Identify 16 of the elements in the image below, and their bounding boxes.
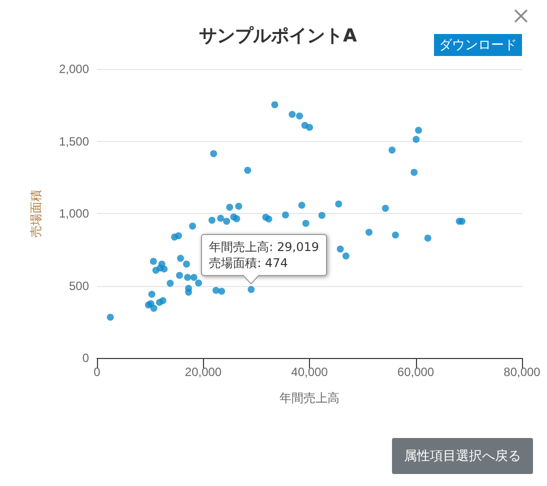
y-tick-label: 500 xyxy=(68,278,90,293)
x-tick-label: 80,000 xyxy=(504,365,541,379)
y-axis-title: 売場面積 xyxy=(29,190,43,238)
y-tick-label: 2,000 xyxy=(58,62,90,76)
y-tick-label: 1,500 xyxy=(58,134,90,148)
back-button: 属性項目選択へ戻る xyxy=(392,438,533,474)
x-axis-title: 年間売上高 xyxy=(280,391,340,405)
annotation: 年間売上高: 29,019 売場面積: 474 xyxy=(209,238,320,270)
x-tick-label: 40,000 xyxy=(291,365,328,379)
x-tick-label: 60,000 xyxy=(397,365,434,379)
y-tick-label: 1,000 xyxy=(58,206,90,220)
x-tick-label: 0 xyxy=(94,365,101,379)
download-button: ダウンロード xyxy=(434,34,522,56)
x-tick-label: 20,000 xyxy=(184,365,222,379)
chart-title: サンプルポイントA xyxy=(199,26,358,46)
y-tick-label: 0 xyxy=(82,351,90,365)
